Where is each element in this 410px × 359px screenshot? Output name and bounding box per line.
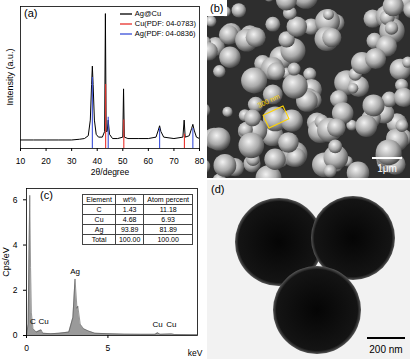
svg-text:keV: keV [188, 348, 203, 358]
html-text:100.00: 100.00 [157, 236, 179, 243]
html-text:Ag@Cu: Ag@Cu [134, 9, 162, 18]
svg-text:0: 0 [13, 330, 18, 340]
svg-text:(d): (d) [211, 183, 224, 195]
svg-text:4: 4 [13, 240, 18, 250]
html-text:Ag: Ag [94, 226, 104, 233]
svg-text:Cu: Cu [166, 320, 176, 329]
html-text:(a): (a) [24, 7, 38, 19]
html-text:Cu: Cu [94, 216, 104, 223]
svg-text:1μm: 1μm [377, 163, 397, 174]
svg-text:80: 80 [195, 156, 205, 166]
svg-text:40: 40 [92, 156, 102, 166]
html-text:81.89: 81.89 [159, 226, 177, 233]
svg-text:20: 20 [41, 156, 51, 166]
svg-text:60: 60 [144, 156, 154, 166]
html-text:Cps/eV: Cps/eV [0, 246, 11, 277]
html-text:11.18: 11.18 [159, 206, 177, 213]
svg-text:(b): (b) [210, 2, 223, 14]
svg-text:6: 6 [13, 195, 18, 205]
html-text:Atom percent: Atom percent [147, 196, 189, 203]
svg-text:200 nm: 200 nm [369, 344, 402, 355]
html-text:Element: Element [86, 196, 112, 203]
svg-text:30: 30 [67, 156, 77, 166]
html-text:6.93: 6.93 [161, 216, 175, 223]
html-text:wt%: wt% [123, 196, 137, 203]
html-text:Ag(PDF: 04-0836): Ag(PDF: 04-0836) [134, 29, 196, 38]
svg-text:70: 70 [169, 156, 179, 166]
html-text:Cu(PDF: 04-0783): Cu(PDF: 04-0783) [134, 19, 196, 28]
html-text:C: C [96, 206, 102, 213]
html-text:93.89: 93.89 [120, 226, 139, 233]
svg-text:10: 10 [16, 156, 26, 166]
svg-text:0: 0 [24, 343, 29, 353]
svg-text:300 nm: 300 nm [256, 93, 280, 109]
svg-text:Cu: Cu [152, 320, 162, 329]
html-text:4.68: 4.68 [122, 216, 137, 223]
svg-text:Ag: Ag [70, 267, 80, 276]
html-text:Total: Total [91, 236, 107, 243]
html-text:100.00: 100.00 [118, 236, 141, 243]
svg-text:Cu: Cu [38, 317, 48, 326]
svg-text:C: C [30, 317, 36, 326]
html-text:Intensity (a.u.): Intensity (a.u.) [4, 48, 14, 106]
svg-text:2: 2 [13, 285, 18, 295]
svg-text:5: 5 [106, 343, 111, 353]
svg-text:50: 50 [118, 156, 128, 166]
svg-text:2θ/degree: 2θ/degree [91, 167, 130, 177]
html-text:1.43: 1.43 [122, 206, 137, 213]
html-text:(c): (c) [40, 189, 53, 201]
